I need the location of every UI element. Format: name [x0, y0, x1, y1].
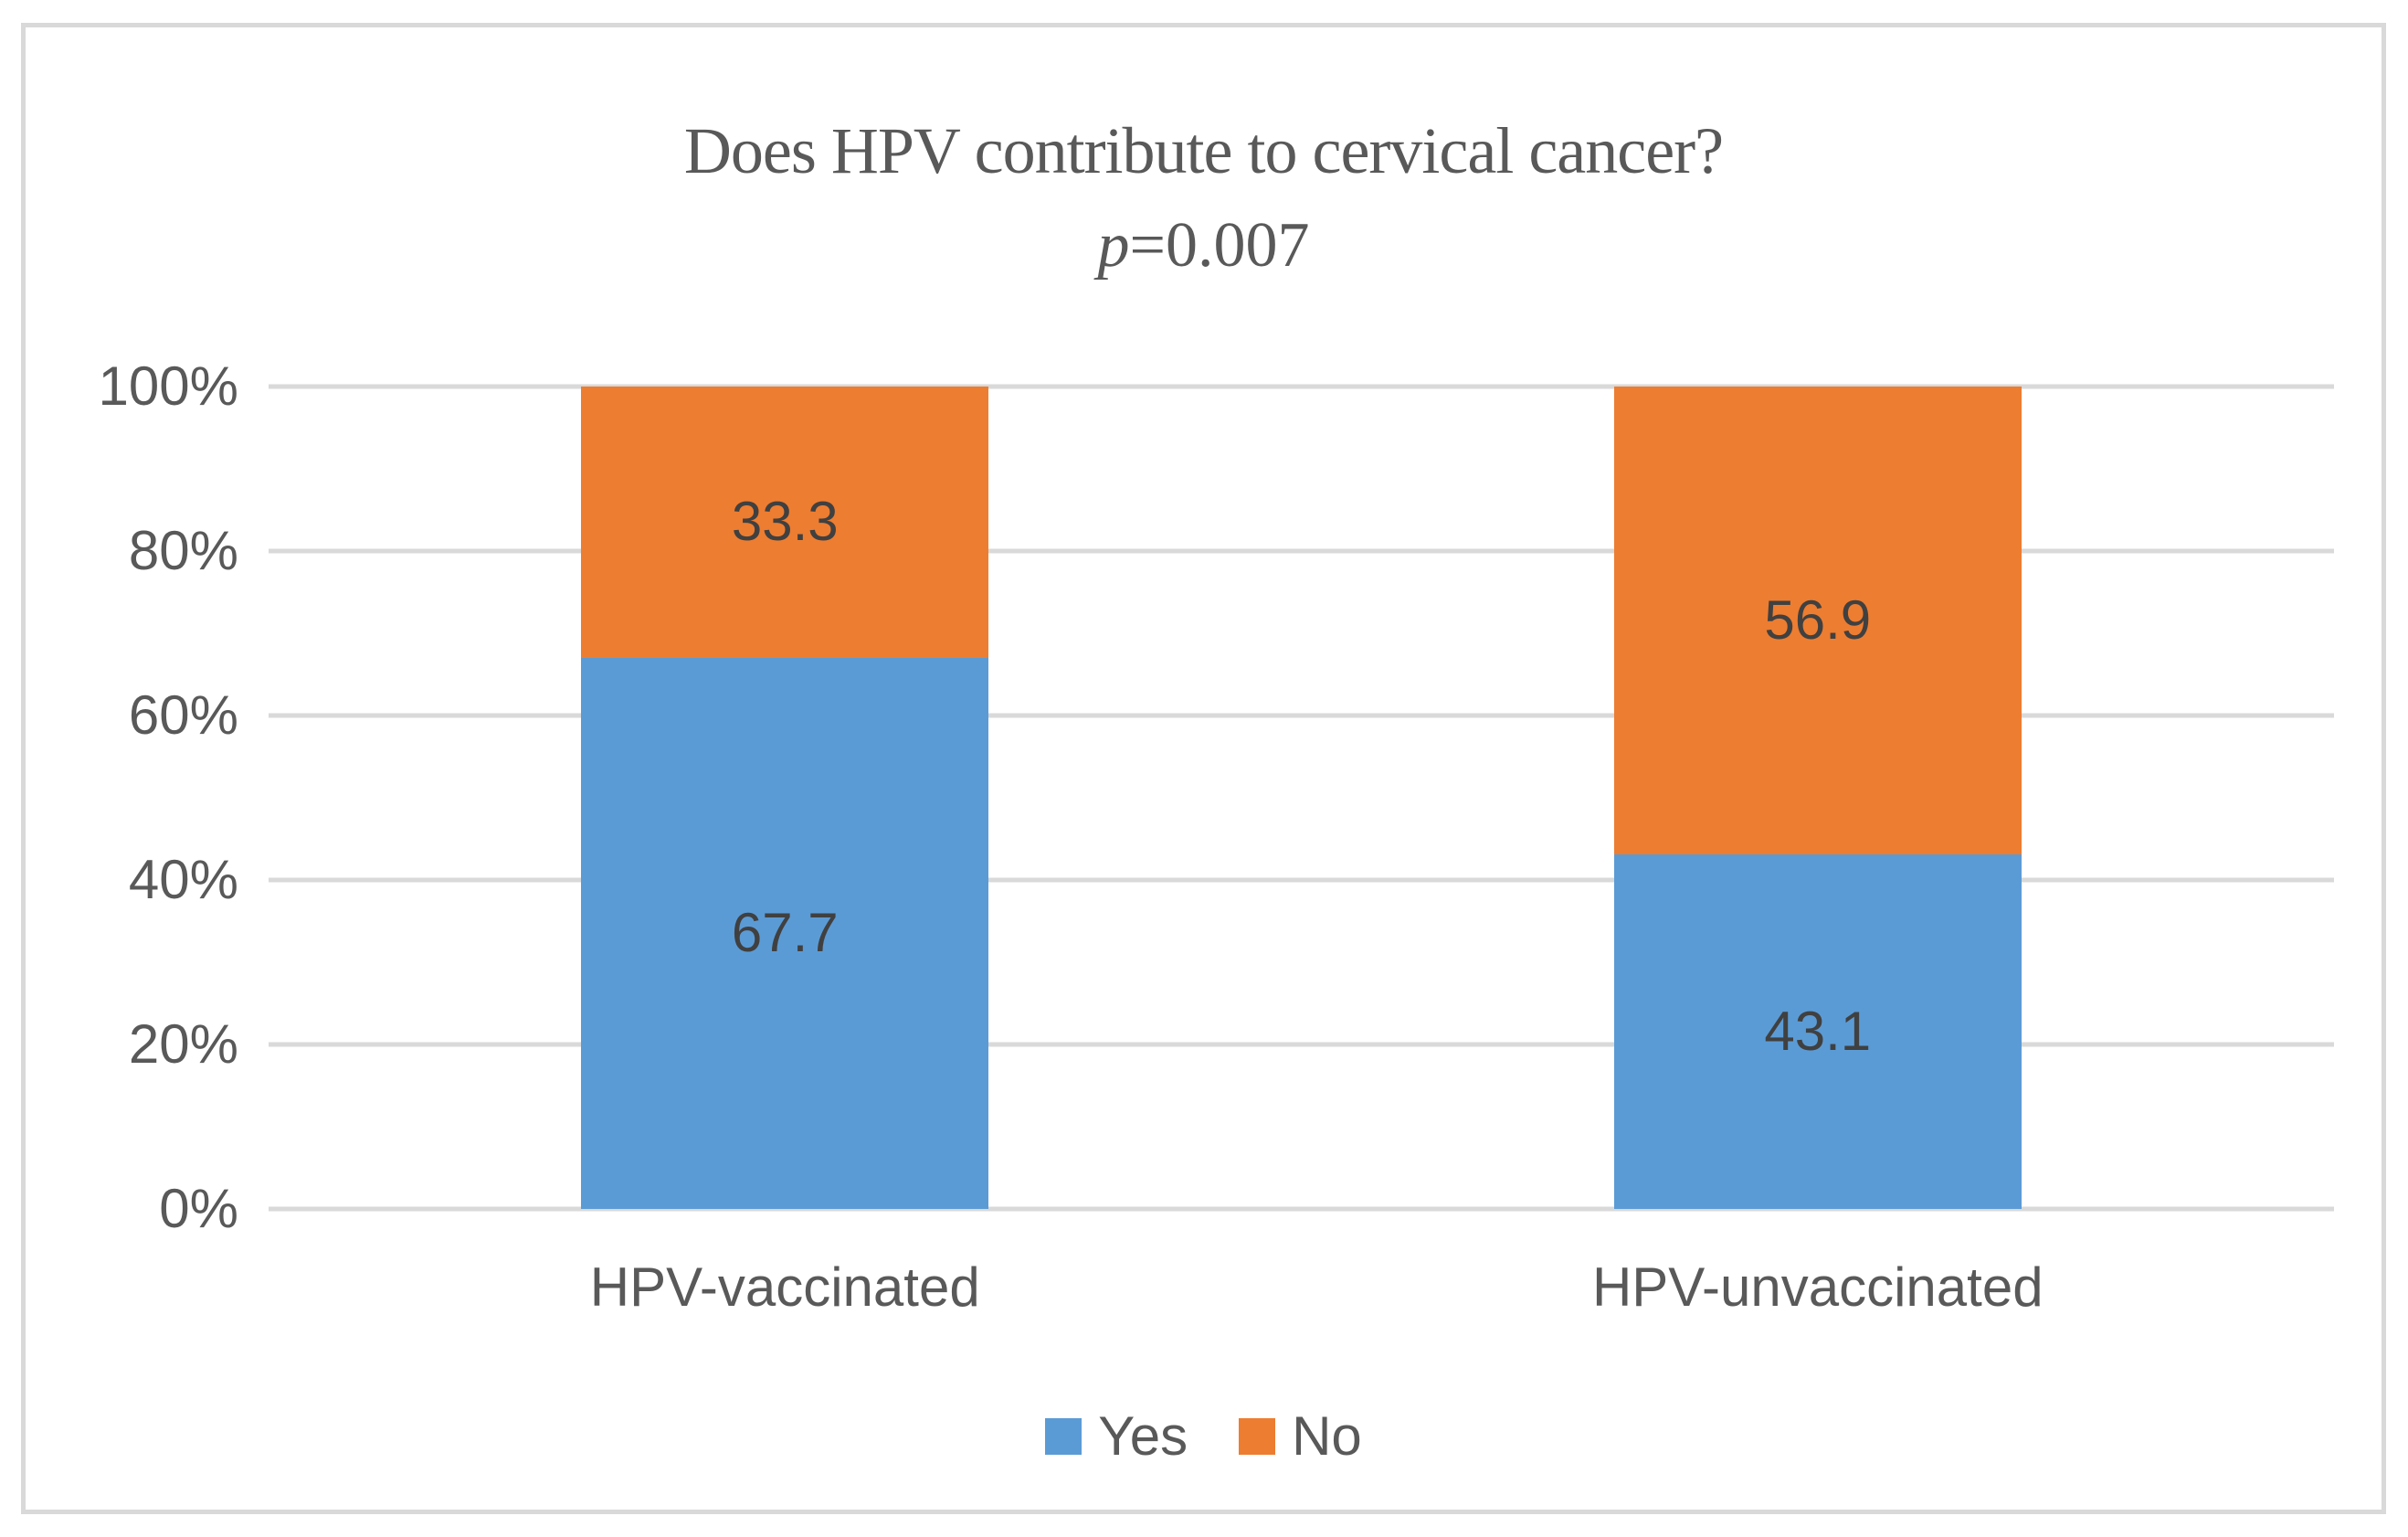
- legend-swatch-yes: [1045, 1418, 1083, 1455]
- legend-item-no: No: [1239, 1409, 1362, 1464]
- x-category-label-HPV-unvaccinated: HPV-unvaccinated: [1591, 1256, 2044, 1318]
- chart-title: Does HPV contribute to cervical cancer?: [683, 114, 1724, 187]
- bar-segment-label: 56.9: [1764, 589, 1872, 652]
- gridline-0: [269, 1206, 2334, 1212]
- bar-HPV-unvaccinated: 56.9 43.1: [1613, 387, 2022, 1209]
- legend-item-yes: Yes: [1045, 1409, 1188, 1464]
- bar-segment-yes-HPV-vaccinated: 67.7: [581, 657, 989, 1209]
- p-symbol: p: [1097, 210, 1130, 281]
- bar-segment-no-HPV-vaccinated: 33.3: [581, 387, 989, 658]
- gridline-100: [269, 384, 2334, 389]
- figure-frame: Does HPV contribute to cervical cancer? …: [21, 23, 2386, 1514]
- bar-HPV-vaccinated: 33.3 67.7: [581, 387, 989, 1209]
- legend-swatch-no: [1239, 1418, 1276, 1455]
- x-axis: HPV-vaccinated HPV-unvaccinated: [269, 1260, 2334, 1333]
- chart-subtitle: p=0.007: [26, 210, 2382, 281]
- gridline-60: [269, 713, 2334, 718]
- x-category-label-HPV-vaccinated: HPV-vaccinated: [589, 1256, 980, 1318]
- y-tick-label-60: 60%: [128, 684, 238, 746]
- gridline-20: [269, 1042, 2334, 1047]
- legend-label-no: No: [1292, 1405, 1362, 1467]
- y-axis: 0% 20% 40% 60% 80% 100%: [26, 359, 238, 1236]
- y-tick-label-80: 80%: [128, 520, 238, 581]
- gridline-80: [269, 548, 2334, 554]
- plot-area: 33.3 67.7 56.9 43.1: [269, 384, 2334, 1212]
- y-tick-label-20: 20%: [128, 1013, 238, 1075]
- legend: Yes No: [26, 1409, 2382, 1464]
- bar-segment-no-HPV-unvaccinated: 56.9: [1613, 387, 2022, 855]
- y-tick-label-100: 100%: [98, 355, 238, 417]
- legend-label-yes: Yes: [1098, 1405, 1188, 1467]
- bar-segment-yes-HPV-unvaccinated: 43.1: [1613, 854, 2022, 1209]
- y-tick-label-40: 40%: [128, 849, 238, 910]
- gridline-40: [269, 877, 2334, 883]
- bar-segment-label: 43.1: [1764, 1001, 1872, 1063]
- bar-segment-label: 33.3: [731, 491, 839, 553]
- y-tick-label-0: 0%: [159, 1178, 238, 1239]
- title-area: Does HPV contribute to cervical cancer? …: [26, 111, 2382, 281]
- p-value: =0.007: [1129, 210, 1310, 281]
- bar-segment-label: 67.7: [731, 902, 839, 964]
